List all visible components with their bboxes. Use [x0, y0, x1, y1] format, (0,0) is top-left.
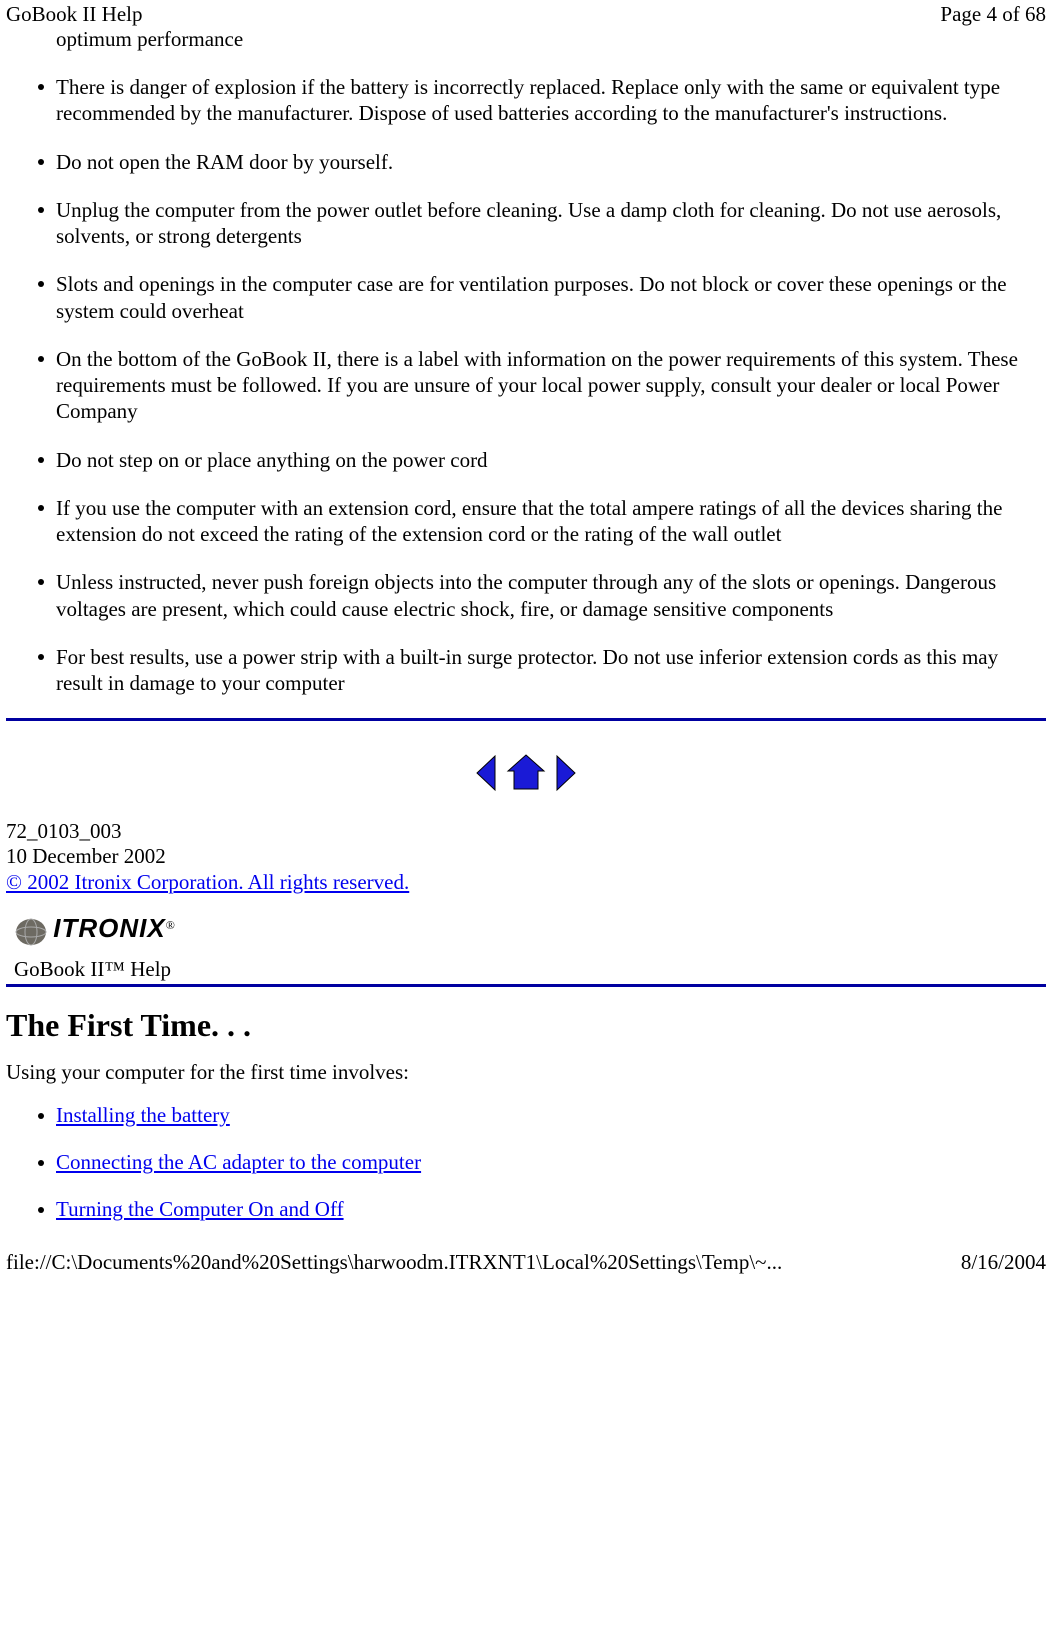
section-title: The First Time. . .: [6, 1007, 1046, 1044]
connect-ac-link[interactable]: Connecting the AC adapter to the compute…: [56, 1150, 421, 1174]
header-page: Page 4 of 68: [940, 2, 1046, 27]
footer-date: 8/16/2004: [961, 1250, 1046, 1275]
list-item: Do not open the RAM door by yourself.: [56, 149, 1036, 175]
header-title: GoBook II Help: [6, 2, 142, 27]
next-icon[interactable]: [553, 759, 581, 783]
home-icon[interactable]: [504, 759, 553, 783]
doc-meta: 72_0103_003 10 December 2002 © 2002 Itro…: [6, 819, 1046, 895]
install-battery-link[interactable]: Installing the battery: [56, 1103, 230, 1127]
power-on-off-link[interactable]: Turning the Computer On and Off: [56, 1197, 344, 1221]
copyright-link[interactable]: © 2002 Itronix Corporation. All rights r…: [6, 870, 409, 894]
divider: [6, 984, 1046, 987]
logo-text: ITRONIX: [53, 913, 165, 943]
logo-reg: ®: [166, 918, 175, 932]
list-item: Connecting the AC adapter to the compute…: [56, 1150, 1046, 1175]
safety-bullet-list: There is danger of explosion if the batt…: [6, 74, 1036, 696]
doc-date: 10 December 2002: [6, 844, 1046, 869]
list-item: If you use the computer with an extensio…: [56, 495, 1036, 548]
page-footer: file://C:\Documents%20and%20Settings\har…: [0, 1244, 1052, 1281]
list-item: For best results, use a power strip with…: [56, 644, 1036, 697]
itronix-logo: ITRONIX®: [14, 913, 1046, 949]
list-item: Installing the battery: [56, 1103, 1046, 1128]
first-time-links: Installing the battery Connecting the AC…: [6, 1103, 1046, 1222]
footer-path: file://C:\Documents%20and%20Settings\har…: [6, 1250, 782, 1275]
page-header: GoBook II Help Page 4 of 68: [0, 0, 1052, 27]
continuation-text: optimum performance: [56, 27, 1046, 52]
list-item: Do not step on or place anything on the …: [56, 447, 1036, 473]
list-item: Unplug the computer from the power outle…: [56, 197, 1036, 250]
list-item: Unless instructed, never push foreign ob…: [56, 569, 1036, 622]
list-item: There is danger of explosion if the batt…: [56, 74, 1036, 127]
main-content: optimum performance There is danger of e…: [0, 27, 1052, 1222]
list-item: Turning the Computer On and Off: [56, 1197, 1046, 1222]
doc-code: 72_0103_003: [6, 819, 1046, 844]
list-item: Slots and openings in the computer case …: [56, 271, 1036, 324]
gobook-help-label: GoBook II™ Help: [14, 957, 1046, 982]
divider: [6, 718, 1046, 721]
prev-icon[interactable]: [471, 759, 504, 783]
nav-icons: [6, 751, 1046, 795]
list-item: On the bottom of the GoBook II, there is…: [56, 346, 1036, 425]
section-intro: Using your computer for the first time i…: [6, 1060, 1046, 1085]
